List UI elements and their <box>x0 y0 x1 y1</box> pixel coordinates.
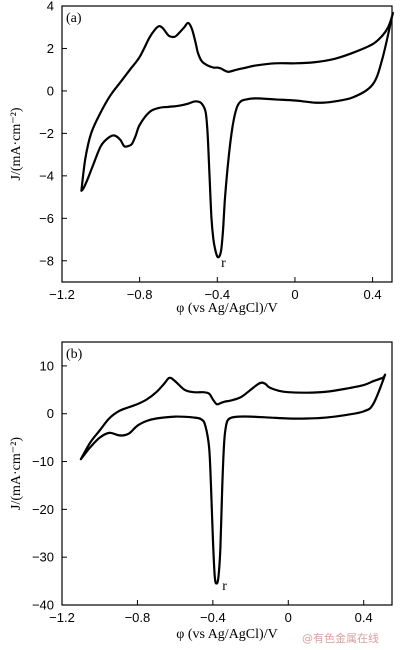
x-tick-label: −1.2 <box>49 610 75 625</box>
y-tick-label: 0 <box>47 406 54 421</box>
panel-a-x-axis-label: φ (vs Ag/AgCl)/V <box>176 301 277 316</box>
y-tick-label: −4 <box>39 168 54 183</box>
y-tick-label: 2 <box>47 41 54 56</box>
x-tick-label: −0.4 <box>200 610 226 625</box>
x-tick-label: −0.8 <box>127 287 153 302</box>
panel-b-label: (b) <box>66 347 83 362</box>
panel-a-x-ticks: −1.2 −0.8 −0.4 0 0.4 <box>49 277 382 302</box>
watermark: @有色金属在线 <box>302 631 379 645</box>
y-tick-label: −8 <box>39 253 54 268</box>
panel-a-frame <box>61 5 393 283</box>
x-tick-label: −0.4 <box>204 287 230 302</box>
panel-b-x-axis-label: φ (vs Ag/AgCl)/V <box>176 627 277 642</box>
x-tick-label: −0.8 <box>125 610 151 625</box>
y-tick-label: 10 <box>40 358 54 373</box>
y-tick-label: −10 <box>32 454 54 469</box>
panel-a-y-ticks: −8 −6 −4 −2 0 2 4 <box>39 0 67 268</box>
x-tick-label: −1.2 <box>49 287 75 302</box>
panel-b-y-ticks: −40 −30 −20 −10 0 10 <box>32 358 67 613</box>
panel-b-cv-curve <box>79 373 387 585</box>
y-tick-label: −2 <box>39 126 54 141</box>
panel-b-peak-label: r <box>222 579 227 594</box>
y-tick-label: 4 <box>47 0 54 14</box>
x-tick-label: 0 <box>285 610 292 625</box>
y-tick-label: −30 <box>32 550 54 565</box>
panel-a-y-axis-label: J/(mA·cm⁻²) <box>9 107 24 180</box>
x-tick-label: 0.4 <box>364 287 382 302</box>
panel-b-x-ticks: −1.2 −0.8 −0.4 0 0.4 <box>49 600 373 625</box>
y-tick-label: −6 <box>39 211 54 226</box>
panel-a-cv-curve <box>80 11 394 259</box>
y-tick-label: −40 <box>32 598 54 613</box>
panel-a-label: (a) <box>66 11 82 26</box>
x-tick-label: 0.4 <box>355 610 373 625</box>
panel-b-y-axis-label: J/(mA·cm⁻²) <box>9 437 24 510</box>
y-tick-label: 0 <box>47 83 54 98</box>
panel-a: −1.2 −0.8 −0.4 0 0.4 −8 −6 −4 −2 0 2 4 (a) r φ (vs… <box>9 0 394 316</box>
x-tick-label: 0 <box>291 287 298 302</box>
y-tick-label: −20 <box>32 502 54 517</box>
panel-b-frame <box>61 341 393 606</box>
panel-a-peak-label: r <box>221 256 226 271</box>
panel-b: −1.2 −0.8 −0.4 0 0.4 −40 −30 −20 −10 0 10 (b) r φ… <box>9 341 393 642</box>
